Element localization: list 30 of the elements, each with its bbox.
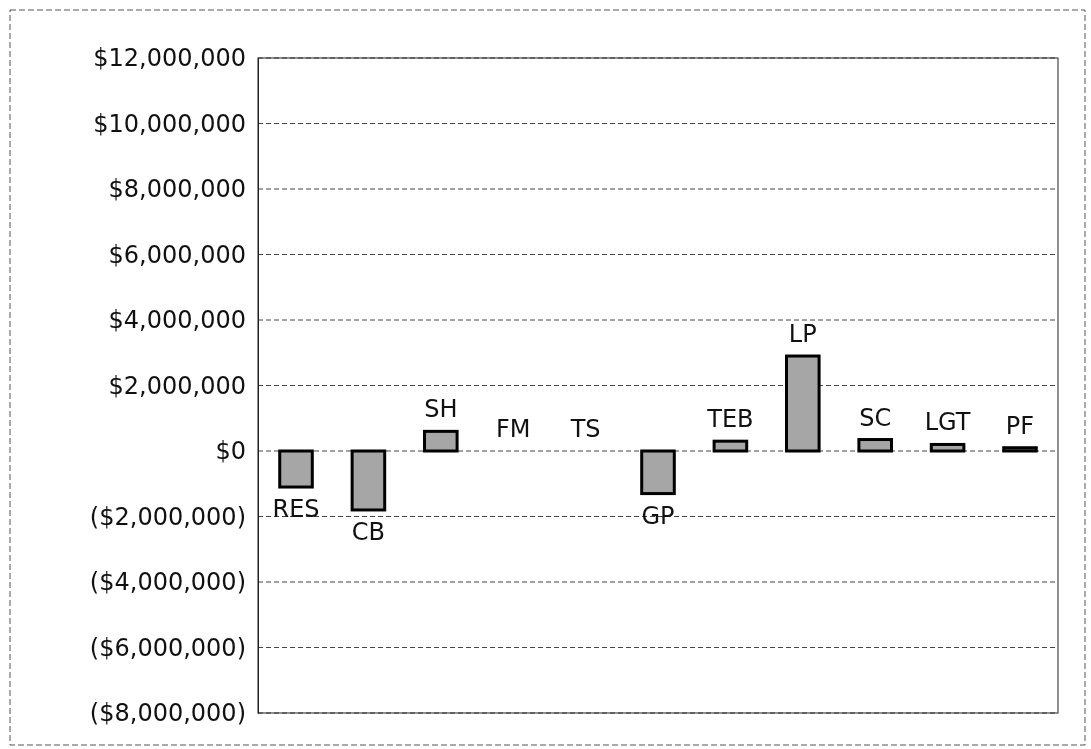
x-tick-label: TS [569,415,601,443]
x-tick-label: PF [1005,411,1035,440]
bar [712,439,749,453]
y-tick-label: $0 [215,437,246,466]
bar [857,438,893,453]
y-tick-label: ($4,000,000) [89,568,246,597]
y-tick-label: $6,000,000 [108,240,246,269]
bar [1002,446,1038,453]
y-tick-label: ($8,000,000) [89,699,246,728]
x-tick-label: LGT [924,408,971,437]
bar [278,449,314,489]
y-tick-label: $10,000,000 [93,109,246,138]
bar [640,449,676,496]
y-tick-label: $2,000,000 [108,371,246,400]
bar [785,354,821,453]
x-tick-label: TEB [706,405,754,434]
x-tick-label: RES [272,495,320,524]
y-tick-label: $4,000,000 [108,306,246,335]
y-tick-label: ($6,000,000) [89,633,246,662]
y-tick-label: ($2,000,000) [89,502,246,531]
bar [423,429,459,453]
y-tick-label: $8,000,000 [108,175,246,204]
x-tick-label: SH [424,395,458,424]
bar [929,442,966,453]
x-tick-label: SC [859,403,892,432]
x-tick-label: CB [351,517,386,546]
x-tick-label: LP [788,320,817,349]
x-tick-label: FM [495,415,531,443]
bar [350,449,387,512]
y-tick-label: $12,000,000 [93,44,246,73]
